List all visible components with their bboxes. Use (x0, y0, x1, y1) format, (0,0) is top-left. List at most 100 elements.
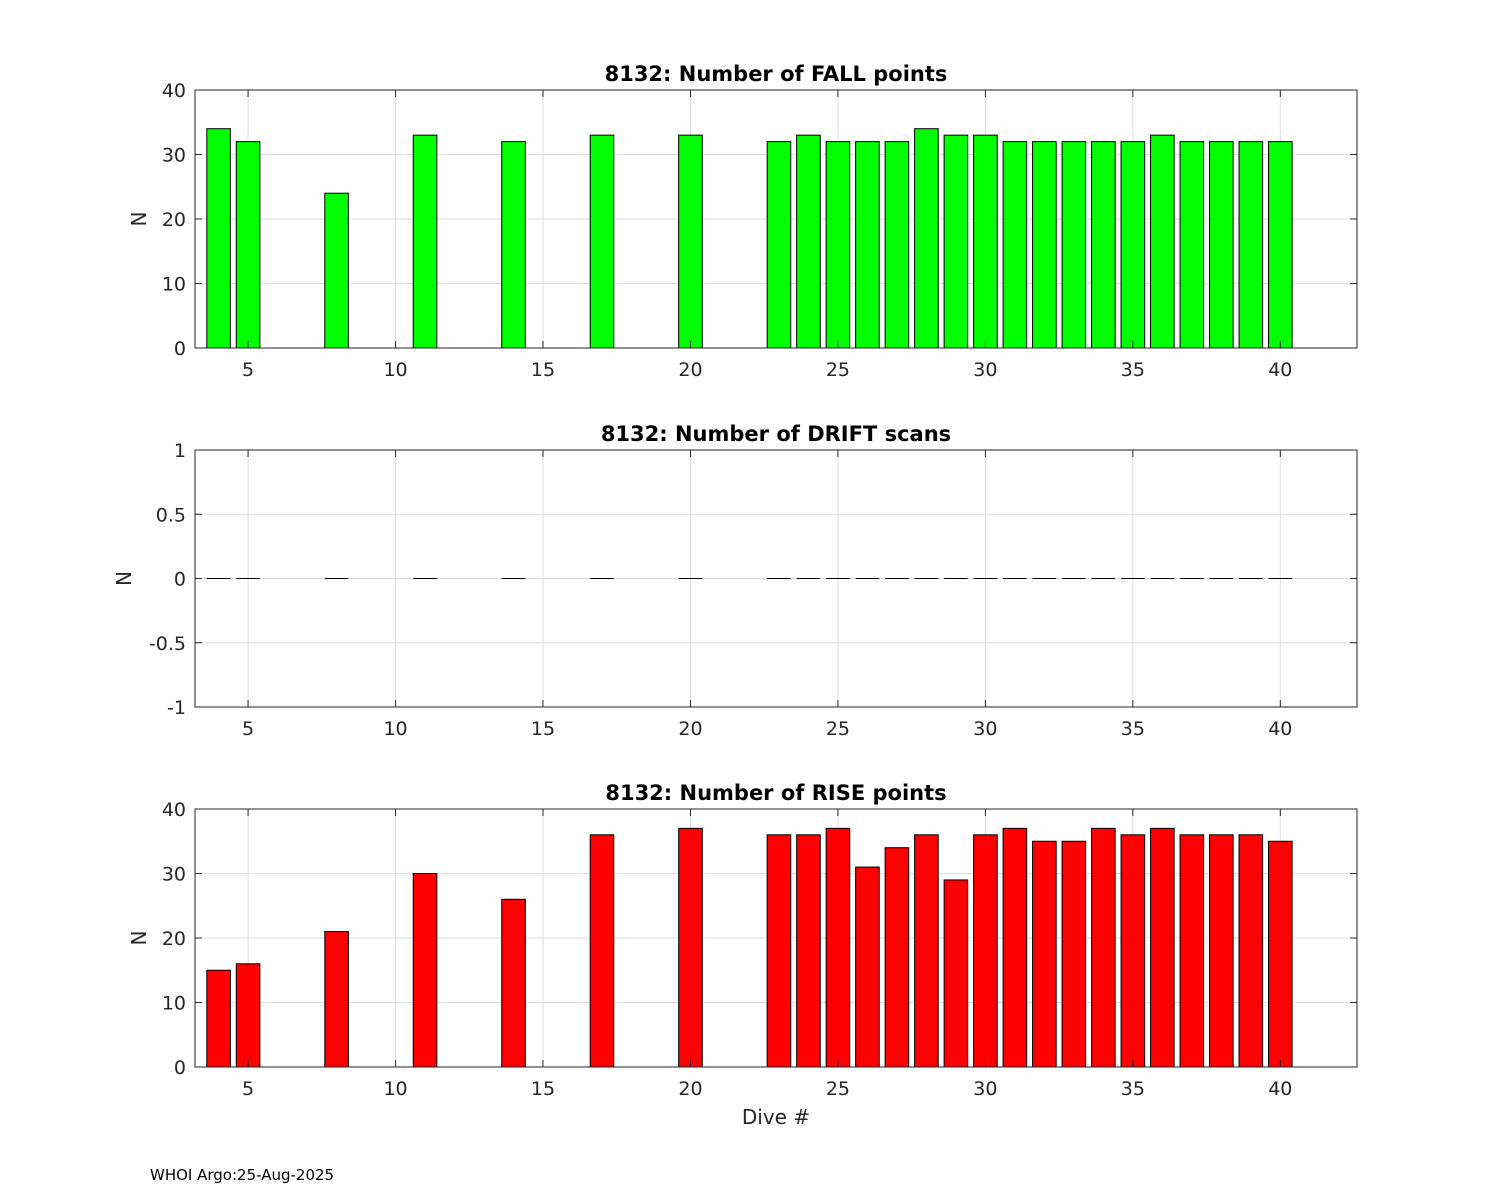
y-tick-label: 10 (162, 993, 186, 1015)
x-tick-label: 10 (383, 359, 407, 381)
y-axis-label: N (127, 212, 151, 227)
bar (825, 141, 851, 349)
bar (1002, 827, 1028, 1068)
bar (235, 141, 261, 349)
bar (1179, 834, 1205, 1068)
y-tick-label: 40 (162, 80, 186, 102)
bar (1238, 834, 1264, 1068)
y-axis-label: N (127, 931, 151, 946)
bar (412, 134, 438, 349)
y-tick-label: 20 (162, 928, 186, 950)
bar (1002, 141, 1028, 349)
y-tick-label: 30 (162, 145, 186, 167)
bar (1209, 834, 1234, 1068)
y-tick-label: 0 (174, 1057, 186, 1079)
bar (589, 834, 615, 1068)
x-tick-label: 15 (531, 718, 555, 740)
x-tick-label: 10 (383, 1078, 407, 1100)
x-tick-label: 40 (1268, 1078, 1292, 1100)
bar (589, 134, 615, 349)
bar (678, 134, 703, 349)
x-tick-label: 30 (973, 718, 997, 740)
chart-title: 8132: Number of FALL points (605, 62, 948, 86)
bar (1061, 840, 1087, 1068)
bar (1238, 141, 1264, 349)
bar (914, 128, 939, 349)
bar (766, 834, 792, 1068)
chart-title: 8132: Number of DRIFT scans (601, 422, 951, 446)
bar (235, 963, 261, 1068)
bar (501, 898, 526, 1068)
bar (206, 128, 231, 349)
footer-stamp: WHOI Argo:25-Aug-2025 (150, 1166, 335, 1184)
bar (1061, 141, 1087, 349)
y-tick-label: 40 (162, 799, 186, 821)
bar (855, 141, 880, 349)
bar (943, 134, 969, 349)
bar (1209, 141, 1234, 349)
x-tick-label: 20 (678, 359, 702, 381)
bar (796, 834, 821, 1068)
x-tick-label: 25 (826, 1078, 850, 1100)
bar (324, 931, 349, 1068)
y-tick-label: 30 (162, 864, 186, 886)
x-tick-label: 40 (1268, 718, 1292, 740)
chart-title: 8132: Number of RISE points (605, 781, 946, 805)
y-tick-label: 20 (162, 209, 186, 231)
bar (884, 141, 910, 349)
bar (1032, 141, 1057, 349)
x-tick-label: 30 (973, 359, 997, 381)
bar (501, 141, 526, 349)
bar (943, 879, 969, 1068)
x-tick-label: 5 (242, 1078, 254, 1100)
x-tick-label: 15 (531, 359, 555, 381)
bar (766, 141, 792, 349)
bar (884, 847, 910, 1068)
bar (1091, 827, 1116, 1068)
bar (1150, 827, 1175, 1068)
bar (914, 834, 939, 1068)
bar (1032, 840, 1057, 1068)
x-tick-label: 35 (1121, 718, 1145, 740)
x-tick-label: 20 (678, 718, 702, 740)
bar (973, 134, 998, 349)
x-tick-label: 35 (1121, 359, 1145, 381)
bar (1268, 840, 1293, 1068)
y-axis-label: N (112, 571, 136, 586)
y-tick-label: 10 (162, 274, 186, 296)
chart-panel-3: 5 10 15 20 25 30 35 40 0 10 20 30 40 8132: Number of … (127, 781, 1358, 1129)
bar (796, 134, 821, 349)
bar (973, 834, 998, 1068)
bar (1120, 141, 1146, 349)
y-tick-label: 0.5 (156, 504, 186, 526)
bar (825, 827, 851, 1068)
chart-panel-1: 5 10 15 20 25 30 35 40 0 10 20 30 40 8132: Number of … (127, 62, 1358, 381)
chart-panel-2: 5 10 15 20 25 30 35 40 -1 -0.5 0 0.5 1 8132: Number o… (112, 422, 1358, 740)
x-tick-label: 5 (242, 718, 254, 740)
y-tick-label: 0 (174, 338, 186, 360)
bar (1150, 134, 1175, 349)
x-tick-label: 5 (242, 359, 254, 381)
y-tick-label: -1 (167, 697, 186, 719)
bar (412, 873, 438, 1068)
bar (1179, 141, 1205, 349)
bar (1268, 141, 1293, 349)
x-axis-label: Dive # (742, 1105, 810, 1129)
bar (324, 192, 349, 349)
bar (855, 866, 880, 1068)
x-tick-label: 20 (678, 1078, 702, 1100)
y-tick-label: 0 (174, 569, 186, 591)
bar (1120, 834, 1146, 1068)
x-tick-label: 25 (826, 359, 850, 381)
x-tick-label: 30 (973, 1078, 997, 1100)
bar (678, 827, 703, 1068)
x-tick-label: 25 (826, 718, 850, 740)
x-tick-label: 40 (1268, 359, 1292, 381)
x-tick-label: 35 (1121, 1078, 1145, 1100)
x-tick-label: 15 (531, 1078, 555, 1100)
bar (1091, 141, 1116, 349)
y-tick-label: -0.5 (149, 633, 186, 655)
x-tick-label: 10 (383, 718, 407, 740)
y-tick-label: 1 (174, 440, 186, 462)
